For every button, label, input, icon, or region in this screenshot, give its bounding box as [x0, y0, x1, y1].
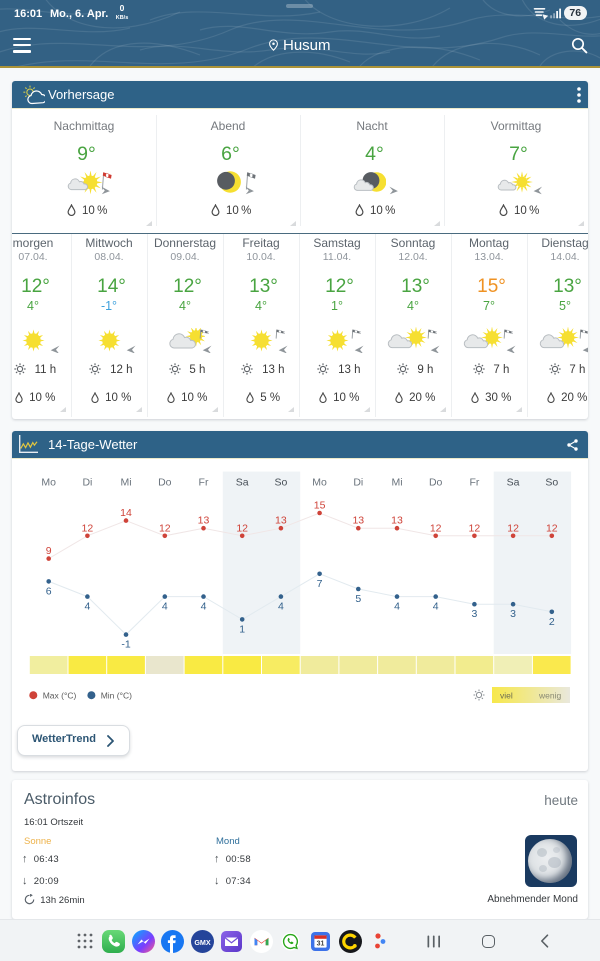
svg-text:GMX: GMX [194, 938, 211, 947]
svg-text:Mi: Mi [391, 477, 402, 489]
svg-text:12: 12 [507, 522, 519, 534]
svg-text:viel: viel [500, 690, 513, 700]
svg-text:31: 31 [317, 940, 325, 947]
svg-text:Mi: Mi [120, 477, 131, 489]
svg-text:Sa: Sa [236, 477, 249, 489]
svg-text:Sa: Sa [507, 477, 520, 489]
svg-text:12: 12 [159, 522, 171, 534]
svg-text:13: 13 [275, 515, 287, 527]
svg-text:12: 12 [82, 522, 94, 534]
svg-text:1: 1 [239, 623, 245, 635]
svg-text:15: 15 [314, 500, 326, 512]
svg-text:5: 5 [355, 593, 361, 605]
svg-text:14: 14 [120, 507, 132, 519]
svg-text:12: 12 [236, 522, 248, 534]
svg-text:-1: -1 [121, 639, 130, 651]
svg-text:So: So [274, 477, 287, 489]
svg-text:Di: Di [353, 477, 363, 489]
svg-text:7: 7 [317, 578, 323, 590]
svg-text:3: 3 [510, 608, 516, 620]
svg-text:Mo: Mo [312, 477, 327, 489]
svg-text:13: 13 [391, 515, 403, 527]
svg-text:Max (°C): Max (°C) [43, 690, 77, 700]
svg-text:13: 13 [352, 515, 364, 527]
svg-text:2: 2 [549, 616, 555, 628]
svg-text:4: 4 [394, 601, 400, 613]
svg-text:Do: Do [429, 477, 443, 489]
svg-text:13: 13 [198, 515, 210, 527]
svg-text:Fr: Fr [469, 477, 479, 489]
svg-text:Fr: Fr [199, 477, 209, 489]
svg-text:Min (°C): Min (°C) [101, 690, 132, 700]
svg-text:Di: Di [82, 477, 92, 489]
svg-text:12: 12 [430, 522, 442, 534]
svg-text:So: So [545, 477, 558, 489]
svg-text:4: 4 [201, 601, 207, 613]
svg-text:6: 6 [46, 585, 52, 597]
svg-text:4: 4 [162, 601, 168, 613]
svg-text:3: 3 [471, 608, 477, 620]
svg-text:9: 9 [46, 545, 52, 557]
svg-text:Do: Do [158, 477, 172, 489]
svg-text:Mo: Mo [41, 477, 56, 489]
svg-text:12: 12 [469, 522, 481, 534]
svg-text:4: 4 [84, 601, 90, 613]
svg-text:12: 12 [546, 522, 558, 534]
svg-text:4: 4 [278, 601, 284, 613]
svg-text:wenig: wenig [538, 690, 561, 700]
svg-text:4: 4 [433, 601, 439, 613]
